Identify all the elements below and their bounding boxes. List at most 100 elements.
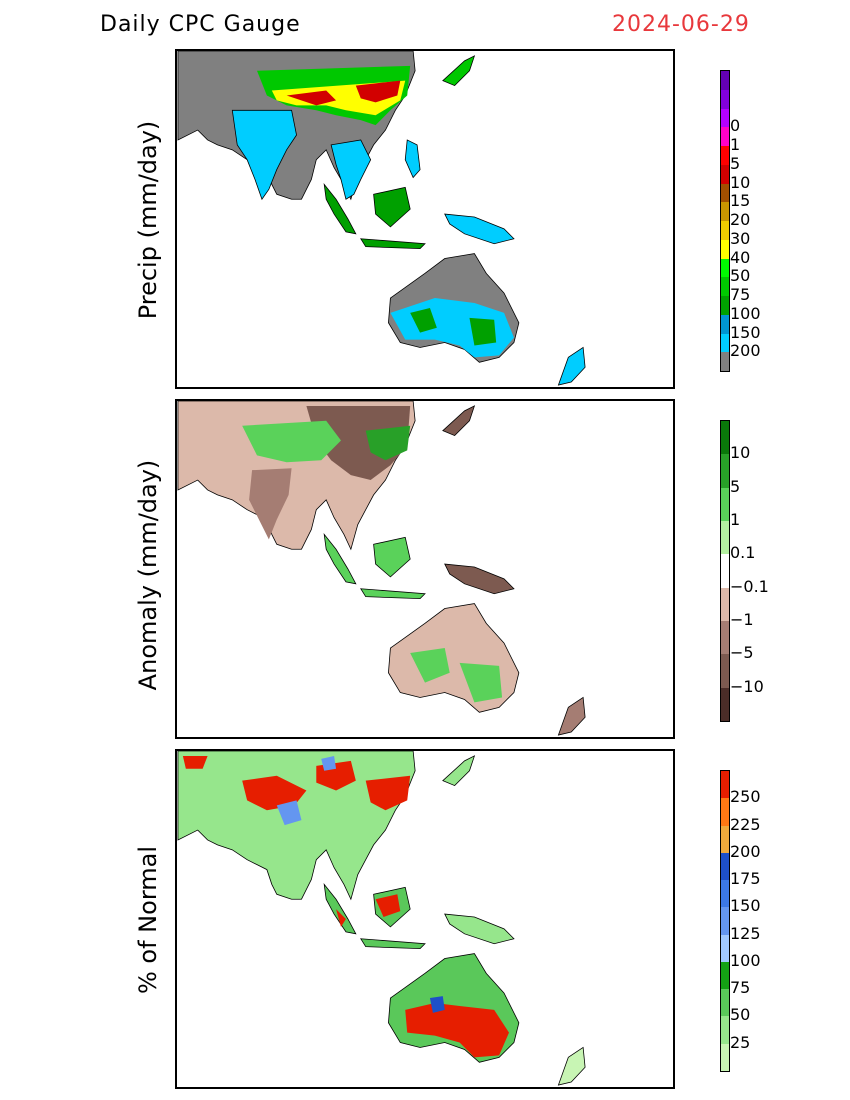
- new-guinea: [444, 563, 515, 595]
- colorbar-swatch: [721, 296, 729, 315]
- colorbar-swatch: [721, 798, 729, 826]
- new-guinea: [444, 213, 515, 245]
- colorbar-swatch: [721, 907, 729, 935]
- colorbar-swatch: [721, 277, 729, 296]
- australia-blue-patch: [429, 996, 445, 1013]
- colorbar-swatch: [721, 333, 729, 353]
- new-zealand: [557, 696, 586, 736]
- colorbar-tick-label: 25: [730, 1032, 751, 1052]
- colorbar-swatch: [721, 352, 729, 371]
- australia-heavy-rain: [410, 307, 497, 346]
- colorbar-tick-label: 150: [730, 322, 761, 342]
- colorbar-swatch: [721, 146, 729, 165]
- anomaly-colorbar: [720, 420, 730, 722]
- borneo-above-normal: [336, 894, 401, 927]
- india-deficit: [249, 468, 292, 540]
- colorbar-swatch: [721, 108, 729, 128]
- pct-normal-map-svg: [177, 751, 586, 1086]
- colorbar-tick-label: 40: [730, 247, 751, 267]
- near-normal-bands: [276, 755, 337, 826]
- colorbar-swatch: [721, 554, 729, 588]
- colorbar-tick-label: 200: [730, 841, 761, 861]
- colorbar-swatch: [721, 164, 729, 184]
- colorbar-tick-label: 75: [730, 285, 751, 304]
- colorbar-swatch: [721, 880, 729, 908]
- colorbar-tick-label: 150: [730, 896, 761, 916]
- colorbar-tick-label: 10: [730, 172, 751, 192]
- colorbar-swatch: [721, 221, 729, 240]
- colorbar-tick-label: 100: [730, 303, 761, 323]
- colorbar-swatch: [721, 771, 729, 799]
- colorbar-tick-label: 30: [730, 228, 751, 248]
- colorbar-tick-label: 20: [730, 210, 751, 229]
- colorbar-swatch: [721, 127, 729, 146]
- colorbar-swatch: [721, 961, 729, 990]
- colorbar-tick-label: 5: [730, 476, 741, 496]
- colorbar-tick-label: 75: [730, 978, 751, 998]
- japan: [442, 405, 476, 437]
- colorbar-tick-label: 1: [730, 135, 741, 154]
- anomaly-axis-label: Anomaly (mm/day): [134, 459, 162, 691]
- colorbar-swatch: [721, 587, 729, 621]
- colorbar-tick-label: 225: [730, 814, 761, 834]
- colorbar-tick-label: 100: [730, 950, 761, 970]
- anomaly-panel: Anomaly (mm/day) 10 5 1 0.1 −0.1 −1 −5 −10: [0, 395, 850, 740]
- precip-axis-label: Precip (mm/day): [134, 120, 162, 320]
- southeast-asia-islands: [323, 533, 426, 600]
- colorbar-swatch: [721, 687, 729, 721]
- colorbar-tick-label: 50: [730, 266, 751, 286]
- colorbar-swatch: [721, 620, 729, 655]
- colorbar-tick-label: 0: [730, 116, 741, 136]
- precip-map: [175, 49, 675, 389]
- japan: [442, 755, 476, 787]
- extreme-rain-band: [286, 80, 401, 106]
- southeast-asia-islands: [323, 883, 426, 950]
- colorbar-swatch: [721, 520, 729, 555]
- east-china-surplus: [365, 425, 411, 461]
- colorbar-swatch: [721, 1043, 729, 1071]
- colorbar-tick-label: 1: [730, 510, 741, 529]
- philippines: [404, 139, 421, 179]
- colorbar-tick-label: 15: [730, 191, 751, 211]
- colorbar-swatch: [721, 202, 729, 221]
- colorbar-tick-label: 125: [730, 923, 761, 943]
- colorbar-swatch: [721, 258, 729, 278]
- colorbar-swatch: [721, 421, 729, 455]
- colorbar-tick-label: 200: [730, 341, 761, 361]
- india-surplus: [242, 420, 341, 463]
- colorbar-swatch: [721, 934, 729, 962]
- colorbar-swatch: [721, 487, 729, 521]
- colorbar-swatch: [721, 314, 729, 334]
- colorbar-swatch: [721, 183, 729, 203]
- new-guinea: [444, 913, 515, 945]
- china-deficit: [306, 405, 411, 481]
- pct-normal-axis-label: % of Normal: [134, 845, 162, 995]
- colorbar-tick-label: 10: [730, 443, 751, 463]
- colorbar-swatch: [721, 654, 729, 688]
- anomaly-map: [175, 399, 675, 739]
- southeast-asia-islands: [323, 183, 426, 250]
- pct-normal-colorbar: [720, 770, 730, 1072]
- anomaly-map-svg: [177, 401, 586, 736]
- map-date: 2024-06-29: [612, 12, 750, 37]
- colorbar-swatch: [721, 89, 729, 109]
- colorbar-swatch: [721, 239, 729, 259]
- pct-normal-panel: % of Normal 250 225 200 175 150 125 100 75 50 25: [0, 745, 850, 1090]
- colorbar-swatch: [721, 454, 729, 488]
- colorbar-tick-label: −1: [730, 610, 754, 629]
- colorbar-swatch: [721, 825, 729, 853]
- precip-map-svg: [177, 51, 586, 386]
- precip-colorbar: [720, 70, 730, 372]
- colorbar-tick-label: −0.1: [730, 576, 769, 596]
- colorbar-tick-label: 175: [730, 869, 761, 889]
- india-region: [231, 109, 297, 201]
- australia-above-normal: [405, 1003, 509, 1058]
- precip-panel: Precip (mm/day) 0 1 5 10 15 20 30 40 50 75 100 150 2…: [0, 45, 850, 390]
- colorbar-swatch: [721, 989, 729, 1017]
- japan: [442, 55, 476, 87]
- indochina: [330, 139, 372, 200]
- colorbar-swatch: [721, 71, 729, 90]
- new-zealand: [557, 346, 586, 386]
- colorbar-swatch: [721, 1016, 729, 1044]
- colorbar-tick-label: 0.1: [730, 543, 756, 563]
